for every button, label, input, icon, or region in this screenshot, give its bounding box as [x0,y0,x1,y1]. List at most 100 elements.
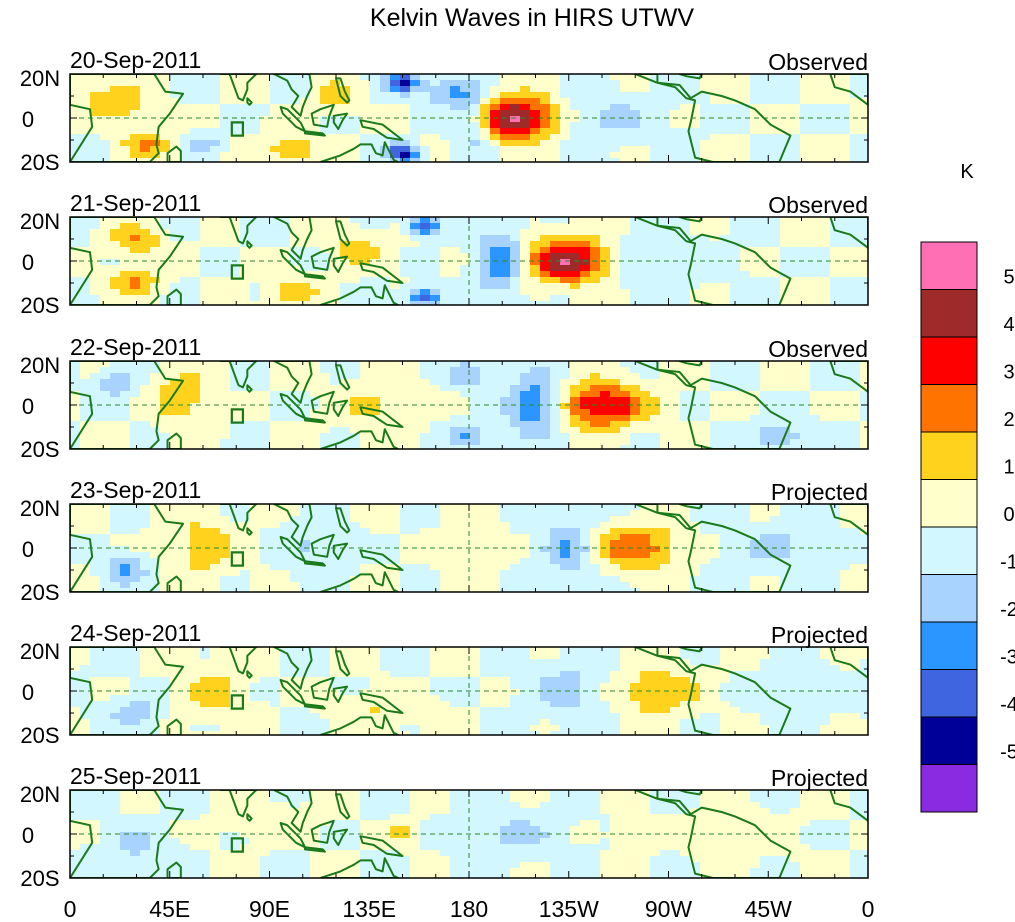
anomaly-cell [490,140,501,147]
anomaly-cell [770,229,781,236]
anomaly-cell [670,104,681,111]
anomaly-cell [530,152,541,159]
anomaly-cell [360,80,371,87]
anomaly-cell [150,229,161,236]
anomaly-cell [70,576,81,583]
anomaly-cell [770,427,781,434]
anomaly-cell [750,283,761,290]
anomaly-cell [790,373,801,380]
anomaly-cell [390,385,401,392]
coastline [272,74,313,117]
anomaly-cell [150,528,161,535]
anomaly-cell [300,510,311,517]
anomaly-cell [270,582,281,589]
anomaly-cell [490,504,501,511]
anomaly-cell [810,522,821,529]
anomaly-cell [750,433,761,440]
anomaly-cell [200,116,211,123]
anomaly-cell [460,504,471,511]
anomaly-cell [690,277,701,284]
anomaly-cell [490,110,501,117]
anomaly-cell [590,217,601,224]
anomaly-cell [70,570,81,577]
anomaly-cell [830,552,841,559]
anomaly-cell [810,289,821,296]
anomaly-cell [410,439,421,446]
anomaly-cell [820,265,831,272]
coastline [335,364,351,391]
anomaly-cell [750,564,761,571]
anomaly-cell [80,570,91,577]
anomaly-field [70,74,868,162]
anomaly-cell [480,283,491,290]
anomaly-cell [100,564,111,571]
anomaly-cell [270,74,281,81]
anomaly-cell [190,439,201,446]
anomaly-cell [840,576,851,583]
anomaly-cell [750,235,761,242]
anomaly-cell [790,235,801,242]
anomaly-cell [790,301,801,305]
anomaly-cell [450,391,461,398]
anomaly-cell [730,582,741,589]
anomaly-cell [140,582,151,589]
anomaly-cell [510,522,521,529]
anomaly-cell [280,289,291,296]
anomaly-cell [100,540,111,547]
anomaly-cell [640,403,651,410]
anomaly-cell [250,235,261,242]
anomaly-cell [590,259,601,266]
anomaly-cell [350,253,361,260]
anomaly-cell [200,361,211,368]
anomaly-cell [780,140,791,147]
anomaly-cell [620,582,631,589]
anomaly-cell [280,241,291,248]
anomaly-cell [760,253,771,260]
anomaly-cell [120,122,131,129]
anomaly-cell [470,301,481,305]
anomaly-cell [670,558,681,565]
anomaly-cell [350,522,361,529]
anomaly-cell [180,241,191,248]
anomaly-cell [840,397,851,404]
anomaly-cell [120,116,131,123]
anomaly-cell [240,403,251,410]
anomaly-cell [650,235,661,242]
anomaly-cell [230,433,241,440]
anomaly-cell [470,146,481,153]
anomaly-cell [390,427,401,434]
anomaly-cell [200,415,211,422]
anomaly-cell [280,217,291,224]
anomaly-cell [380,265,391,272]
anomaly-cell [670,235,681,242]
coastline [319,141,400,162]
anomaly-cell [440,576,451,583]
anomaly-cell [500,403,511,410]
anomaly-cell [760,235,771,242]
anomaly-cell [130,295,141,302]
anomaly-cell [160,570,171,577]
anomaly-cell [560,110,571,117]
anomaly-cell [460,367,471,374]
anomaly-cell [250,98,261,105]
anomaly-cell [410,427,421,434]
anomaly-cell [290,534,301,541]
anomaly-cell [590,361,601,368]
anomaly-cell [670,283,681,290]
anomaly-cell [790,379,801,386]
anomaly-cell [460,271,471,278]
anomaly-cell [860,510,868,517]
anomaly-cell [700,217,711,224]
anomaly-cell [620,415,631,422]
anomaly-cell [440,391,451,398]
anomaly-cell [190,397,201,404]
anomaly-cell [120,546,131,553]
anomaly-cell [230,259,241,266]
anomaly-cell [860,379,868,386]
anomaly-cell [550,546,561,553]
anomaly-cell [810,403,821,410]
anomaly-cell [590,379,601,386]
anomaly-cell [540,516,551,523]
anomaly-cell [520,265,531,272]
anomaly-cell [830,110,841,117]
